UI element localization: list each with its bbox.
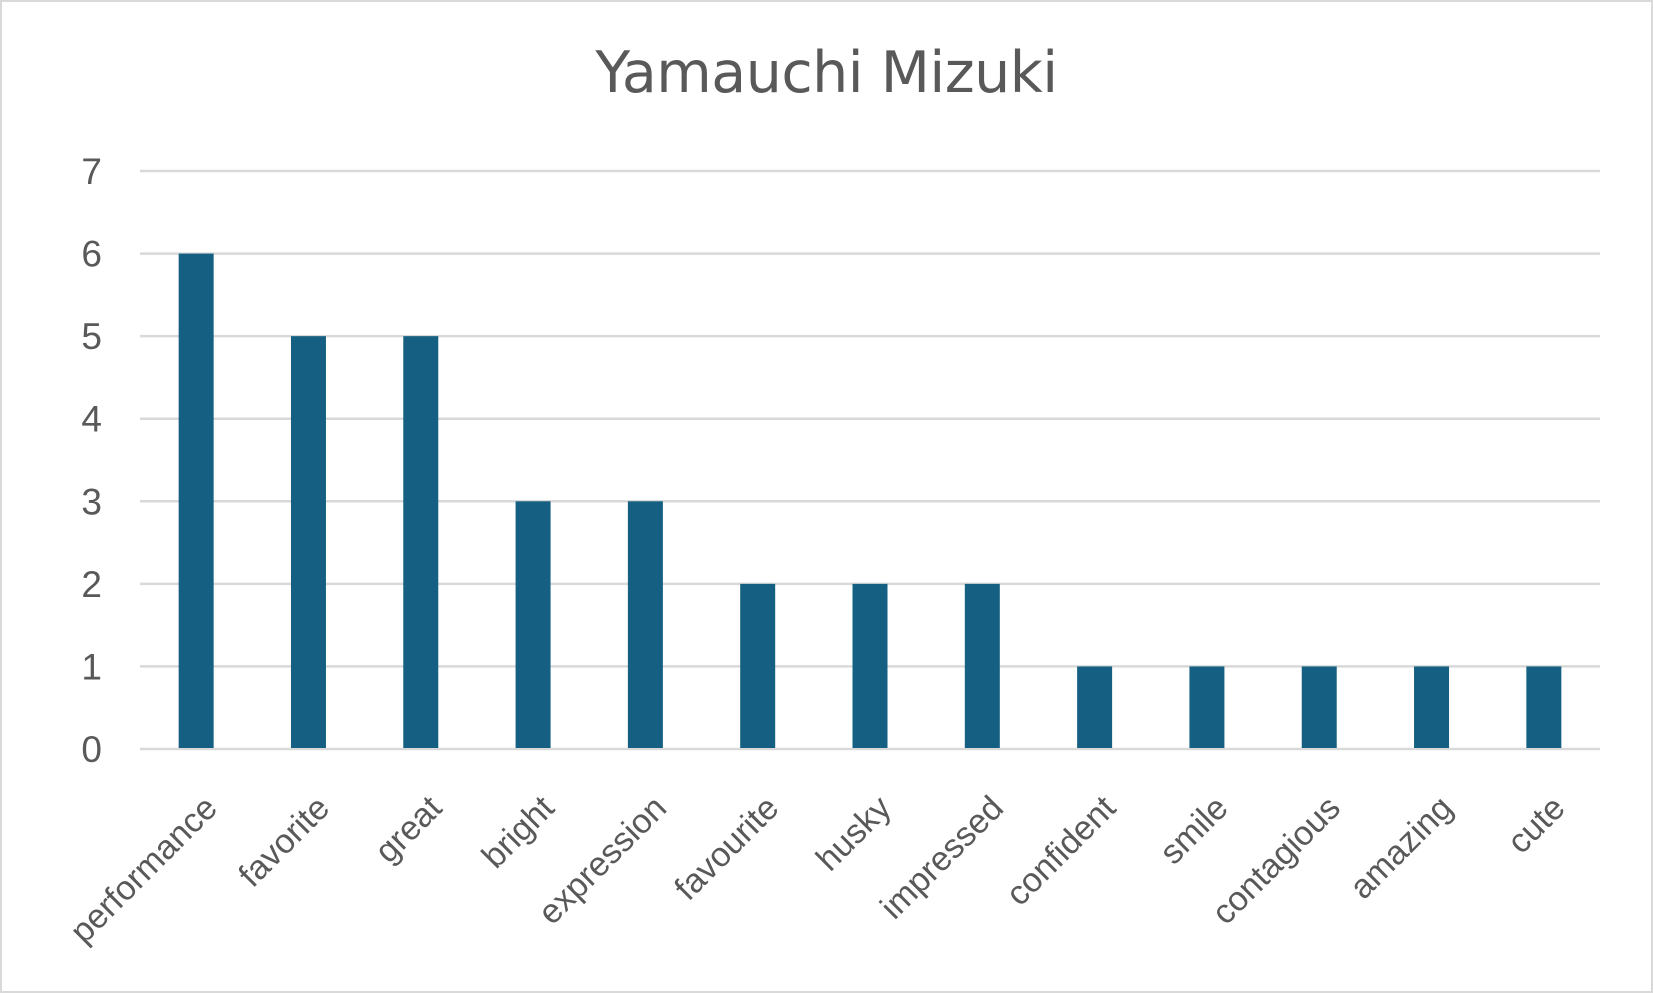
y-tick-label: 7 (81, 151, 102, 192)
bar-favourite (740, 583, 776, 748)
bars (178, 253, 1562, 749)
bar-performance (178, 253, 214, 749)
bar-husky (852, 583, 888, 748)
y-tick-label: 5 (81, 316, 102, 357)
x-axis-labels: performance favorite great brightexpression… (63, 788, 1573, 950)
x-tick-label: favourite (667, 789, 786, 908)
bar-expression (627, 501, 663, 748)
x-tick-label: husky (809, 789, 899, 879)
x-tick-label: bright (475, 788, 562, 875)
bar-confident (1077, 666, 1113, 748)
x-tick-label: performance (63, 789, 225, 951)
y-tick-label: 0 (81, 729, 102, 770)
y-tick-label: 1 (81, 646, 102, 687)
y-tick-label: 3 (81, 481, 102, 522)
y-tick-label: 2 (81, 564, 102, 605)
x-tick-label: impressed (873, 789, 1011, 927)
bar-great (403, 336, 439, 748)
x-tick-label: cute (1500, 789, 1572, 861)
chart-title: Yamauchi Mizuki (595, 40, 1058, 106)
x-tick-label: favorite (231, 789, 337, 895)
bar-favorite (290, 336, 326, 748)
x-tick-label: confident (999, 788, 1124, 913)
bar-cute (1526, 666, 1562, 748)
x-tick-label: amazing (1342, 789, 1460, 907)
bar-contagious (1301, 666, 1337, 748)
x-tick-label: smile (1153, 789, 1236, 872)
bar-bright (515, 501, 551, 748)
bar-amazing (1414, 666, 1450, 748)
y-axis-ticks: 0 1 2 3 4 5 6 7 (81, 151, 102, 770)
bar-impressed (964, 583, 1000, 748)
x-tick-label: great (368, 788, 450, 870)
y-tick-label: 4 (81, 399, 102, 440)
bar-smile (1189, 666, 1225, 748)
y-tick-label: 6 (81, 234, 102, 275)
